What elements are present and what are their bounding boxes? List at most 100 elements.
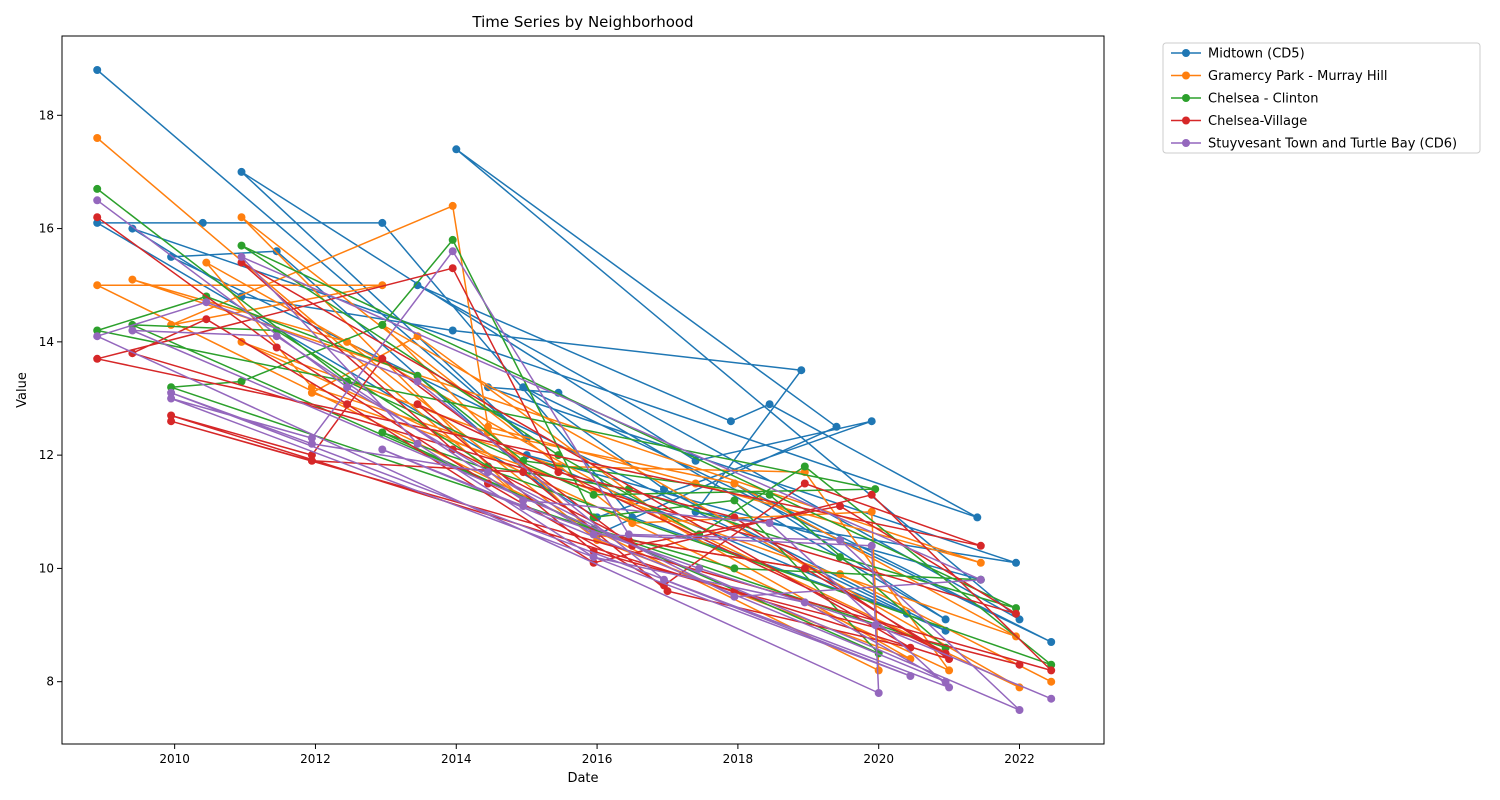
data-point xyxy=(167,388,176,397)
data-point xyxy=(167,383,176,392)
data-point xyxy=(202,315,211,324)
x-tick-label: 2020 xyxy=(863,752,894,766)
data-point xyxy=(307,456,316,465)
data-point xyxy=(797,366,806,375)
data-point xyxy=(628,519,637,528)
x-axis-label: Date xyxy=(567,771,598,786)
data-point xyxy=(128,224,137,233)
data-point xyxy=(941,615,950,624)
plot-frame xyxy=(61,35,1105,745)
data-point xyxy=(198,218,207,227)
legend-label: Chelsea - Clinton xyxy=(1208,92,1318,107)
chart-title: Time Series by Neighborhood xyxy=(471,13,693,31)
data-point xyxy=(695,564,704,573)
data-point xyxy=(800,462,809,471)
data-point xyxy=(448,201,457,210)
data-point xyxy=(832,422,841,431)
data-point xyxy=(906,672,915,680)
data-point xyxy=(874,666,883,675)
data-point xyxy=(93,196,102,205)
data-point xyxy=(413,400,422,409)
data-point xyxy=(663,587,672,596)
data-point xyxy=(448,326,457,335)
data-point xyxy=(1015,706,1024,714)
y-axis-label: Value xyxy=(15,372,30,408)
data-point xyxy=(867,507,876,516)
data-point xyxy=(660,575,668,584)
x-tick-label: 2010 xyxy=(159,752,190,766)
x-tick-label: 2018 xyxy=(723,752,754,766)
y-axis: 8 10 12 14 16 18 xyxy=(39,108,62,689)
data-point xyxy=(730,496,739,505)
data-point xyxy=(202,298,211,307)
data-point xyxy=(765,490,774,499)
data-point xyxy=(484,468,492,477)
data-point xyxy=(1047,677,1056,686)
data-point xyxy=(128,275,137,284)
data-point xyxy=(307,383,316,392)
data-point xyxy=(452,145,461,154)
legend-marker xyxy=(1182,94,1190,102)
data-point xyxy=(448,247,457,256)
data-point xyxy=(448,264,457,273)
data-point xyxy=(237,377,246,386)
data-point xyxy=(413,377,422,386)
data-point xyxy=(307,388,316,397)
y-tick-label: 16 xyxy=(39,222,54,236)
legend-label: Midtown (CD5) xyxy=(1208,47,1305,62)
data-point xyxy=(867,541,876,550)
data-point xyxy=(726,417,735,426)
series-3 xyxy=(93,213,1056,675)
y-tick-label: 10 xyxy=(39,561,54,575)
legend-marker xyxy=(1182,71,1190,80)
data-point xyxy=(93,213,102,222)
y-tick-label: 14 xyxy=(39,335,54,349)
data-point xyxy=(730,592,739,601)
data-point xyxy=(343,377,352,386)
legend-marker xyxy=(1182,139,1190,147)
data-point xyxy=(343,383,352,392)
data-point xyxy=(307,439,316,448)
x-tick-label: 2022 xyxy=(1004,752,1035,766)
data-point xyxy=(484,422,492,431)
legend-label: Chelsea-Village xyxy=(1208,114,1307,129)
data-point xyxy=(519,383,528,392)
data-point xyxy=(272,343,281,352)
data-point xyxy=(1047,694,1056,703)
data-point xyxy=(836,502,844,511)
data-point xyxy=(871,621,880,630)
plot-area xyxy=(93,66,1056,714)
data-point xyxy=(800,598,809,607)
data-point xyxy=(93,326,102,335)
data-point xyxy=(237,213,246,222)
data-point xyxy=(378,445,387,454)
data-point xyxy=(1012,609,1020,618)
data-point xyxy=(307,434,316,443)
data-point xyxy=(413,439,422,448)
data-point xyxy=(874,689,883,697)
data-point xyxy=(93,134,102,142)
data-point xyxy=(307,451,316,460)
data-point xyxy=(976,575,985,584)
data-point xyxy=(237,252,246,261)
y-tick-label: 8 xyxy=(46,675,54,689)
data-point xyxy=(1047,660,1056,669)
data-point xyxy=(128,326,137,335)
x-axis: 2010 2012 2014 2016 2018 2020 2022 xyxy=(159,744,1035,766)
data-point xyxy=(237,167,246,176)
data-point xyxy=(93,66,102,74)
data-point xyxy=(167,320,176,329)
legend-label: Stuyvesant Town and Turtle Bay (CD6) xyxy=(1208,137,1457,152)
data-point xyxy=(589,490,598,499)
data-point xyxy=(378,320,387,329)
data-point xyxy=(272,332,281,341)
data-point xyxy=(836,570,844,579)
data-point xyxy=(1012,558,1020,567)
data-point xyxy=(973,513,982,522)
data-point xyxy=(343,400,352,409)
data-point xyxy=(237,241,246,250)
data-point xyxy=(867,417,876,426)
data-point xyxy=(836,553,844,562)
data-point xyxy=(93,184,102,193)
